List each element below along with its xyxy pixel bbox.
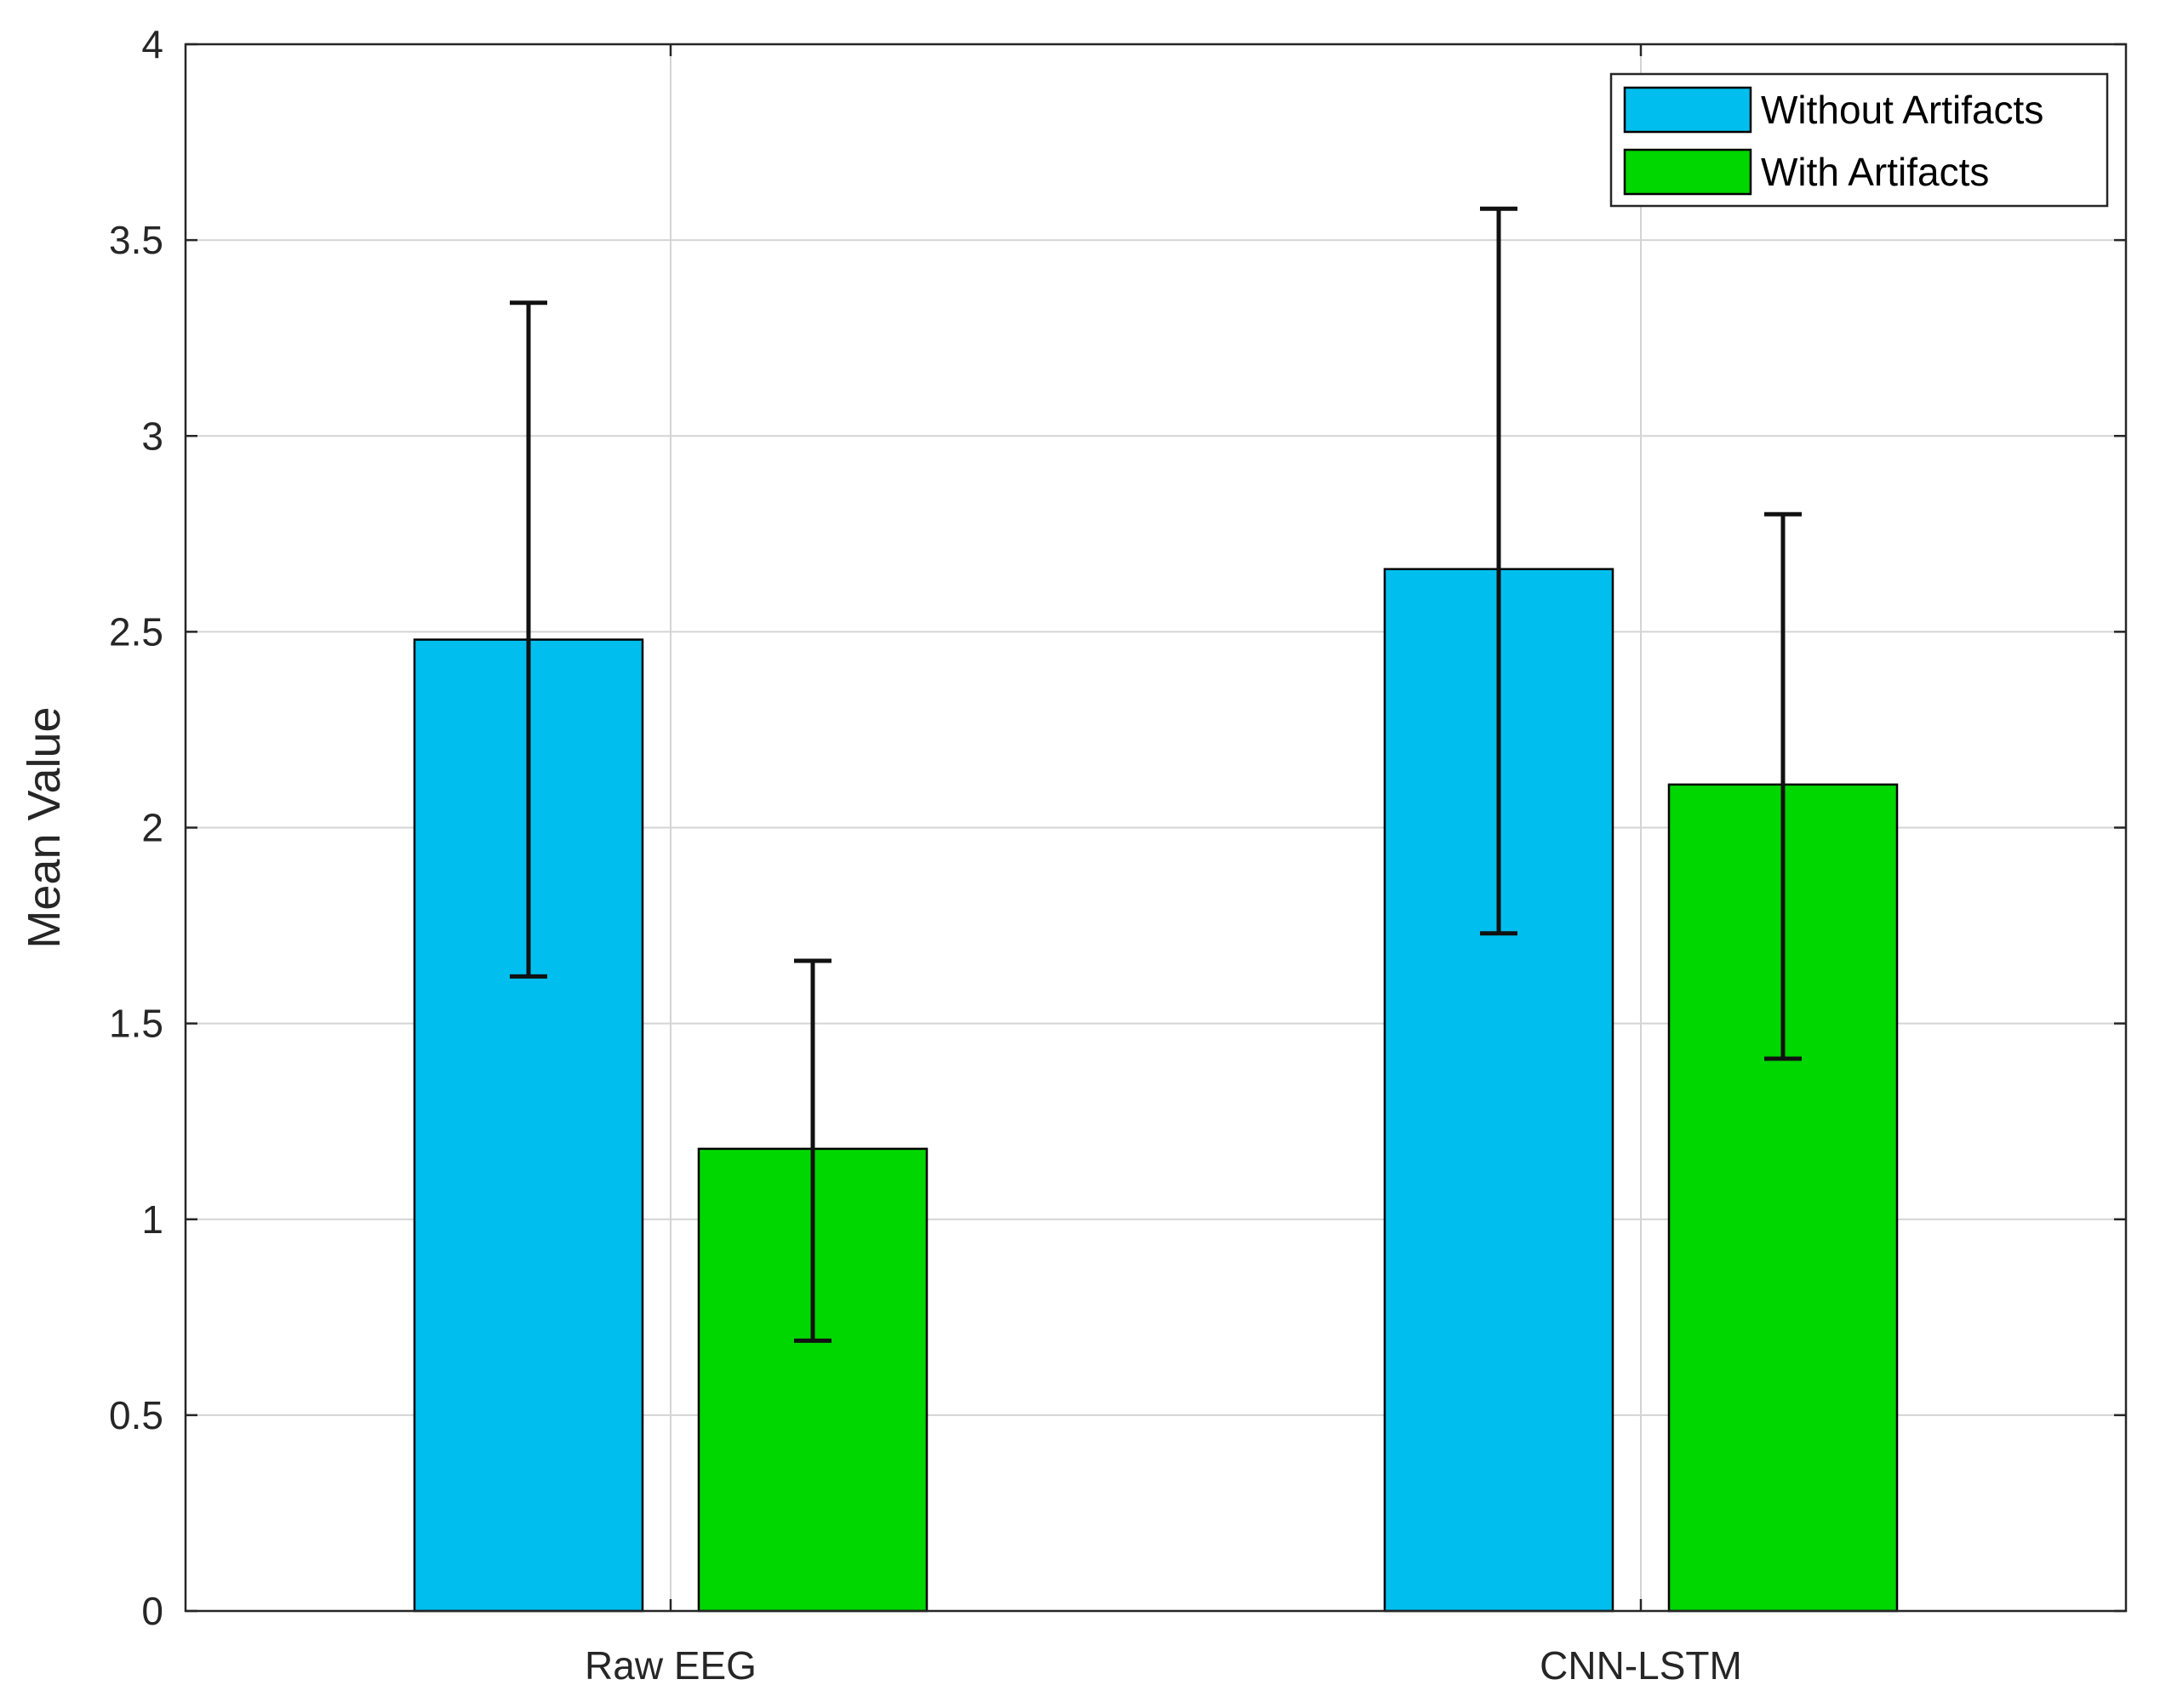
legend: Without Artifacts With Artifacts bbox=[1609, 72, 2109, 208]
legend-swatch bbox=[1623, 86, 1752, 134]
y-tick-label: 2.5 bbox=[109, 609, 163, 654]
legend-swatch bbox=[1623, 148, 1752, 196]
y-tick-label: 3 bbox=[141, 414, 163, 458]
x-tick-label: CNN-LSTM bbox=[1540, 1643, 1742, 1688]
y-tick-label: 0.5 bbox=[109, 1393, 163, 1437]
y-tick-label: 4 bbox=[141, 22, 163, 66]
y-axis-label: Mean Value bbox=[19, 706, 70, 948]
y-axis-ticks: 0 0.5 1 1.5 2 2.5 3 3.5 4 bbox=[109, 22, 2126, 1633]
error-bars bbox=[510, 206, 1802, 1343]
x-tick-label: Raw EEG bbox=[585, 1643, 757, 1688]
bars bbox=[413, 568, 1899, 1613]
y-tick-label: 2 bbox=[141, 806, 163, 850]
y-tick-label: 0 bbox=[141, 1589, 163, 1633]
x-axis-ticks: Raw EEG CNN-LSTM bbox=[585, 44, 1742, 1688]
legend-label: Without Artifacts bbox=[1761, 88, 2043, 132]
legend-label: With Artifacts bbox=[1761, 150, 1989, 194]
y-tick-label: 1.5 bbox=[109, 1002, 163, 1046]
y-tick-label: 3.5 bbox=[109, 218, 163, 262]
y-tick-label: 1 bbox=[141, 1197, 163, 1242]
